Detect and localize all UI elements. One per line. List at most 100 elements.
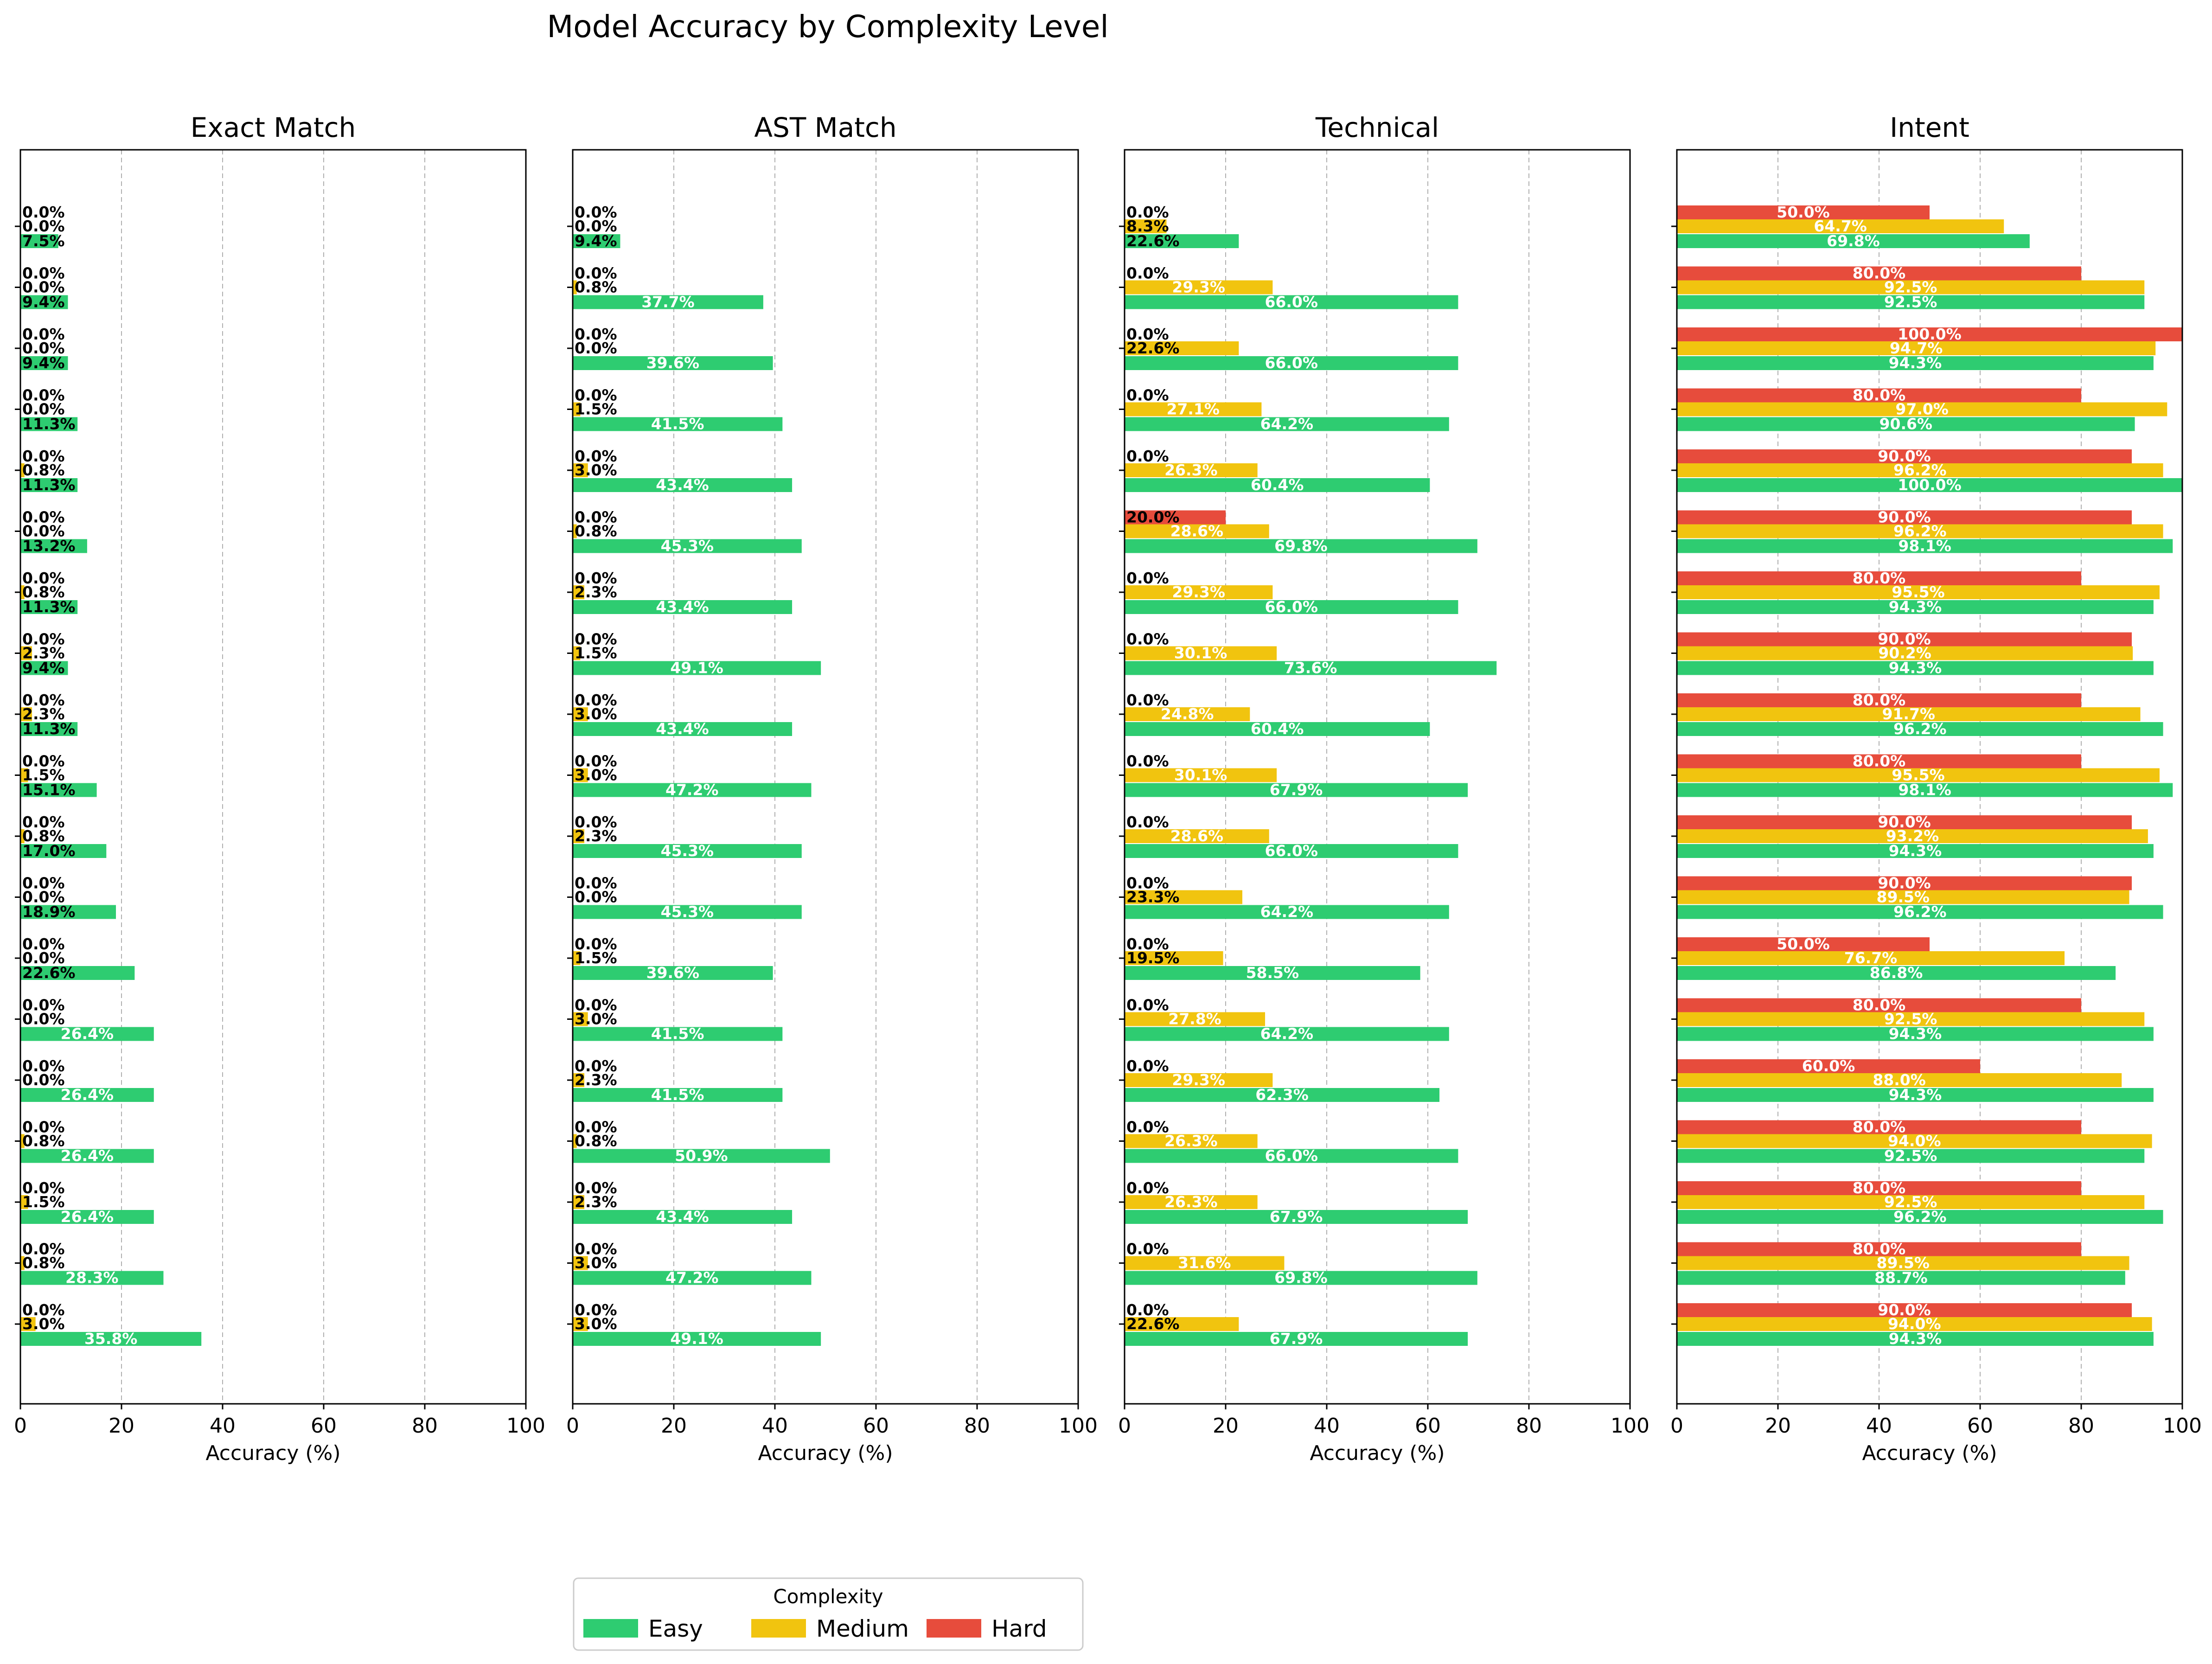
bar-hard [1677, 1303, 2132, 1317]
bar-easy [1677, 295, 2145, 309]
panel-intent: 69.8%64.7%50.0%92.5%92.5%80.0%94.3%94.7%… [1670, 112, 2202, 1465]
bar-label-easy: 69.8% [1274, 537, 1328, 555]
bar-easy [20, 1088, 154, 1102]
bar-easy [1125, 1027, 1449, 1041]
bar-label-hard: 0.0% [1126, 1057, 1169, 1075]
bar-medium [1125, 1317, 1239, 1331]
bar-easy [1125, 356, 1458, 370]
bar-label-hard: 90.0% [1878, 630, 1931, 648]
bar-label-medium: 0.0% [22, 1071, 65, 1089]
bar-easy [20, 1271, 164, 1285]
bar-medium [573, 1134, 577, 1148]
bar-easy [573, 661, 821, 675]
bar-medium [573, 707, 588, 721]
bar-easy [1677, 966, 2116, 980]
bar-label-hard: 0.0% [575, 874, 617, 892]
bar-medium [1125, 463, 1258, 477]
bar-label-easy: 43.4% [656, 1208, 709, 1226]
bar-hard [1677, 998, 2081, 1012]
bar-hard [1677, 693, 2081, 707]
bar-label-easy: 15.1% [22, 781, 76, 799]
bar-label-medium: 0.0% [22, 278, 65, 296]
bar-label-medium: 8.3% [1126, 217, 1169, 235]
bar-label-easy: 41.5% [651, 1086, 704, 1104]
bar-medium [1677, 829, 2148, 843]
x-tick-label: 80 [1516, 1414, 1542, 1438]
x-tick-label: 40 [210, 1414, 236, 1438]
bar-label-medium: 27.1% [1166, 400, 1220, 418]
bar-label-easy: 96.2% [1893, 1208, 1947, 1226]
x-tick-label: 0 [14, 1414, 27, 1438]
bar-label-medium: 96.2% [1893, 522, 1947, 540]
panel-title: AST Match [754, 112, 896, 143]
bar-label-hard: 0.0% [575, 1118, 617, 1136]
bar-medium [573, 585, 585, 599]
bar-label-easy: 9.4% [22, 659, 65, 677]
bar-hard [1677, 1059, 1980, 1073]
x-axis-label: Accuracy (%) [205, 1441, 340, 1465]
bar-hard [1677, 754, 2081, 768]
bar-hard [1677, 510, 2132, 525]
bar-label-easy: 66.0% [1265, 293, 1318, 311]
bar-easy [1677, 783, 2173, 797]
bar-easy [1677, 1210, 2163, 1224]
bar-easy [573, 905, 802, 919]
bar-hard [1677, 1120, 2081, 1134]
bar-label-medium: 94.7% [1890, 339, 1943, 357]
bar-label-hard: 0.0% [22, 1118, 65, 1136]
bar-easy [1677, 234, 2030, 248]
bar-label-medium: 23.3% [1126, 888, 1180, 906]
bar-label-easy: 66.0% [1265, 598, 1318, 616]
bar-label-medium: 0.8% [575, 278, 617, 296]
bar-label-hard: 0.0% [1126, 630, 1169, 648]
panel-title: Technical [1315, 112, 1439, 143]
bar-easy [573, 1332, 821, 1346]
bar-label-hard: 0.0% [575, 1240, 617, 1258]
bar-medium [20, 1134, 25, 1148]
bar-easy [1125, 417, 1449, 431]
bar-label-medium: 92.5% [1884, 1193, 1937, 1211]
bar-medium [1125, 219, 1167, 233]
bar-hard [1677, 632, 2132, 646]
bar-medium [20, 646, 32, 660]
bar-easy [1677, 1271, 2125, 1285]
bar-label-medium: 76.7% [1844, 949, 1898, 967]
bar-hard [1677, 205, 1930, 219]
bar-label-hard: 0.0% [22, 630, 65, 648]
bar-label-easy: 64.2% [1260, 415, 1314, 433]
bar-hard [1677, 815, 2132, 829]
bar-medium [20, 585, 25, 599]
bar-label-easy: 94.3% [1889, 659, 1942, 677]
bar-easy [573, 478, 793, 492]
bar-medium [20, 1195, 28, 1209]
bar-label-hard: 0.0% [1126, 447, 1169, 465]
bar-label-medium: 27.8% [1168, 1010, 1221, 1028]
bar-easy [20, 600, 78, 614]
x-tick-label: 80 [2068, 1414, 2094, 1438]
bar-label-easy: 11.3% [22, 415, 76, 433]
bar-label-easy: 94.3% [1889, 354, 1942, 372]
bar-label-medium: 1.5% [22, 766, 65, 784]
x-tick-label: 100 [2163, 1414, 2202, 1438]
x-tick-label: 80 [412, 1414, 438, 1438]
bar-label-medium: 24.8% [1161, 705, 1214, 723]
axes-frame [1676, 149, 2183, 1405]
bar-medium [1677, 890, 2129, 904]
bar-easy [1125, 539, 1477, 553]
bar-label-medium: 96.2% [1893, 461, 1947, 479]
bar-easy [1677, 844, 2154, 858]
x-tick-label: 80 [964, 1414, 990, 1438]
bar-label-easy: 11.3% [22, 598, 76, 616]
x-tick-label: 60 [863, 1414, 889, 1438]
x-tick-label: 100 [1611, 1414, 1649, 1438]
bar-label-hard: 0.0% [1126, 1240, 1169, 1258]
bar-label-hard: 0.0% [575, 325, 617, 343]
bar-easy [20, 417, 78, 431]
bar-label-easy: 88.7% [1874, 1269, 1928, 1287]
x-axis-label: Accuracy (%) [1862, 1441, 1997, 1465]
bar-easy [1125, 1271, 1477, 1285]
bar-medium [1125, 280, 1273, 294]
bar-label-easy: 64.2% [1260, 903, 1314, 921]
bar-easy [1677, 661, 2154, 675]
bar-label-hard: 0.0% [1126, 1301, 1169, 1319]
